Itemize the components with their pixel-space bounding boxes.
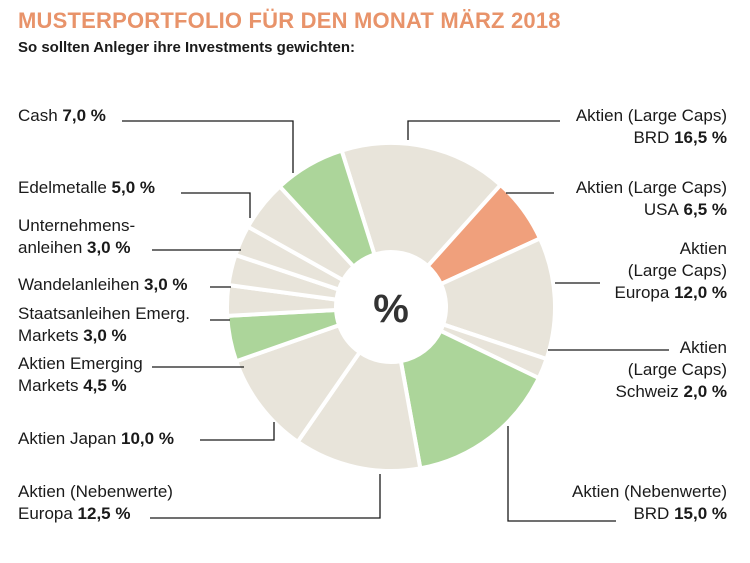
- slice-label-1: Aktien (Large Caps) BRD 16,5 %: [407, 106, 727, 147]
- leader-line: [150, 474, 381, 519]
- slice-category: Cash: [18, 106, 58, 125]
- slice-label-text: Aktien (Large Caps): [576, 106, 727, 125]
- slice-value: 15,0 %: [669, 504, 727, 523]
- slice-label-text: Staatsanleihen Emerg.: [18, 304, 190, 323]
- pie-slice-3: [438, 235, 557, 362]
- slice-value: 3,0 %: [82, 238, 130, 257]
- leader-line: [122, 120, 294, 173]
- slice-label-5: Aktien (Nebenwerte) BRD 15,0 %: [507, 426, 727, 523]
- slice-labels: Aktien (Large Caps)BRD 16,5 %Aktien (Lar…: [18, 106, 727, 523]
- slice-label-text: Markets 4,5 %: [18, 376, 127, 395]
- slice-label-text: Aktien (Large Caps): [576, 178, 727, 197]
- slice-label-text: Aktien Japan 10,0 %: [18, 429, 174, 448]
- slice-category: Aktien (Large Caps): [576, 178, 727, 197]
- leader-line: [181, 192, 251, 218]
- slice-value: 3,0 %: [139, 275, 187, 294]
- slice-label-text: Markets 3,0 %: [18, 326, 127, 345]
- slices: [225, 141, 557, 473]
- slice-category: Markets: [18, 376, 78, 395]
- slice-category: Staatsanleihen Emerg.: [18, 304, 190, 323]
- slice-label-text: Europa 12,5 %: [18, 504, 130, 523]
- slice-label-text: Aktien Emerging: [18, 354, 143, 373]
- slice-label-3: Aktien (Large Caps) Europa 12,0 %: [555, 239, 727, 302]
- slice-label-text: Wandelanleihen 3,0 %: [18, 275, 188, 294]
- slice-label-text: USA 6,5 %: [644, 200, 727, 219]
- slice-label-text: Aktien: [680, 239, 727, 258]
- slice-label-text: BRD 16,5 %: [633, 128, 727, 147]
- slice-label-13: Cash 7,0 %: [18, 106, 294, 173]
- slice-category: BRD: [633, 504, 669, 523]
- slice-label-text: Europa 12,0 %: [615, 283, 727, 302]
- slice-category: (Large Caps): [628, 360, 727, 379]
- slice-value: 7,0 %: [58, 106, 106, 125]
- slice-label-8: Aktien Emerging Markets 4,5 %: [18, 354, 244, 395]
- slice-category: Wandelanleihen: [18, 275, 139, 294]
- slice-label-text: (Large Caps): [628, 261, 727, 280]
- chart-title: MUSTERPORTFOLIO FÜR DEN MONAT MÄRZ 2018: [18, 8, 561, 33]
- slice-label-9: Staatsanleihen Emerg. Markets 3,0 %: [18, 304, 230, 345]
- slice-value: 3,0 %: [78, 326, 126, 345]
- slice-value: 12,0 %: [669, 283, 727, 302]
- slice-category: Aktien (Nebenwerte): [572, 482, 727, 501]
- slice-label-text: Aktien (Nebenwerte): [572, 482, 727, 501]
- slice-value: 12,5 %: [73, 504, 131, 523]
- slice-category: Europa: [615, 283, 670, 302]
- slice-label-text: Unternehmens-: [18, 216, 135, 235]
- slice-category: BRD: [633, 128, 669, 147]
- slice-category: Europa: [18, 504, 73, 523]
- slice-label-text: BRD 15,0 %: [633, 504, 727, 523]
- slice-category: Unternehmens-: [18, 216, 135, 235]
- center-label: %: [373, 287, 409, 331]
- pie-slice-13: [276, 148, 377, 270]
- slice-label-text: anleihen 3,0 %: [18, 238, 130, 257]
- slice-category: anleihen: [18, 238, 82, 257]
- slice-category: Schweiz: [615, 382, 678, 401]
- leader-line: [200, 422, 275, 441]
- slice-category: Aktien (Large Caps): [576, 106, 727, 125]
- chart-subtitle: So sollten Anleger ihre Investments gewi…: [18, 39, 356, 56]
- leader-line: [407, 120, 560, 140]
- slice-label-7: Aktien Japan 10,0 %: [18, 422, 275, 448]
- slice-label-text: Edelmetalle 5,0 %: [18, 178, 155, 197]
- slice-value: 10,0 %: [116, 429, 174, 448]
- pie-slice-5: [398, 328, 542, 471]
- slice-label-text: Aktien (Nebenwerte): [18, 482, 173, 501]
- slice-value: 5,0 %: [107, 178, 155, 197]
- slice-category: Aktien: [680, 239, 727, 258]
- slice-value: 6,5 %: [679, 200, 727, 219]
- slice-label-6: Aktien (Nebenwerte) Europa 12,5 %: [18, 474, 381, 523]
- slice-value: 4,5 %: [78, 376, 126, 395]
- leader-line: [507, 426, 616, 522]
- slice-label-text: Aktien: [680, 338, 727, 357]
- slice-category: Aktien (Nebenwerte): [18, 482, 173, 501]
- slice-label-text: Schweiz 2,0 %: [615, 382, 727, 401]
- slice-category: Markets: [18, 326, 78, 345]
- slice-label-12: Edelmetalle 5,0 %: [18, 178, 251, 218]
- pie-slice-1: [339, 141, 504, 269]
- slice-label-2: Aktien (Large Caps) USA 6,5 %: [506, 178, 727, 219]
- slice-value: 16,5 %: [669, 128, 727, 147]
- slice-label-11: Unternehmens-anleihen 3,0 %: [18, 216, 241, 257]
- slice-category: Aktien: [680, 338, 727, 357]
- slice-label-10: Wandelanleihen 3,0 %: [18, 275, 231, 294]
- slice-label-4: Aktien (Large Caps) Schweiz 2,0 %: [548, 338, 727, 401]
- slice-label-text: Cash 7,0 %: [18, 106, 106, 125]
- slice-category: Aktien Japan: [18, 429, 116, 448]
- slice-category: (Large Caps): [628, 261, 727, 280]
- slice-category: USA: [644, 200, 680, 219]
- slice-category: Aktien Emerging: [18, 354, 143, 373]
- pie-slice-6: [294, 349, 423, 473]
- slice-value: 2,0 %: [679, 382, 727, 401]
- slice-category: Edelmetalle: [18, 178, 107, 197]
- slice-label-text: (Large Caps): [628, 360, 727, 379]
